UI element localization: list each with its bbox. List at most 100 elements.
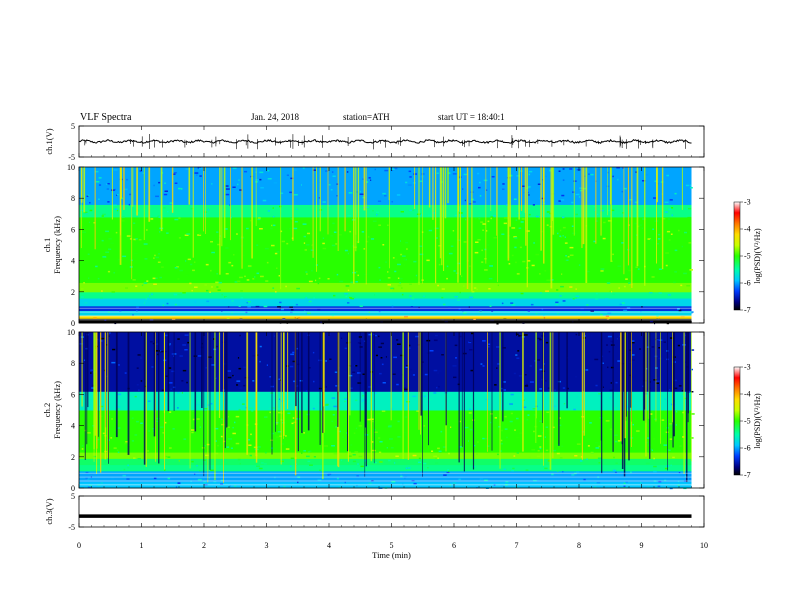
ch1-spectrogram-speckle — [664, 211, 668, 213]
ch2-spectrogram-speckle — [689, 478, 691, 480]
ch2-spectrogram-speckle — [394, 462, 396, 464]
ch1-spectrogram-speckle — [143, 282, 148, 284]
ch1-spectrogram-speckle — [612, 293, 616, 295]
ch1-spectrogram-speckle — [564, 242, 568, 244]
ch2-spectrogram-speckle — [79, 343, 84, 345]
ch1-spectrogram-speckle — [101, 239, 104, 242]
ch1-spectrogram-speckle — [332, 222, 335, 225]
ch1-spectrogram-speckle — [173, 293, 177, 296]
ch2-spectrogram-streak — [276, 332, 278, 425]
ch2-spectrogram-speckle — [412, 395, 417, 398]
ch1-spectrogram-speckle — [543, 175, 547, 178]
ch1-spectrogram-speckle — [423, 295, 425, 298]
ch1-spectrogram-speckle — [674, 271, 677, 273]
ch1-spectrogram-speckle — [428, 229, 433, 232]
ch1-spectrogram-speckle — [211, 183, 213, 185]
ch2-spectrogram-speckle — [584, 335, 586, 337]
ch2-spectrogram-speckle — [494, 417, 497, 419]
ch1-spectrogram-speckle — [353, 246, 357, 248]
ch1-spectrogram-speckle — [252, 278, 255, 280]
ch1-spectrogram-speckle — [365, 240, 369, 243]
ch2-spectrogram-speckle — [239, 462, 241, 465]
ch1-spectrogram-speckle — [511, 227, 516, 229]
ch2-spectrogram-speckle — [562, 471, 564, 473]
ch2-spectrogram-speckle — [171, 370, 175, 373]
ch2-spectrogram-speckle — [585, 369, 589, 371]
ch2-spectrogram-speckle — [469, 428, 473, 431]
ch1-spectrogram-speckle — [540, 292, 542, 294]
ch1-spectrogram-speckle — [511, 254, 514, 257]
ch1-spectrogram-speckle — [472, 201, 476, 203]
ch2-spectrogram-speckle — [249, 454, 252, 457]
ch1-spectrogram-speckle — [280, 308, 284, 311]
ch2-spectrogram-speckle — [678, 385, 682, 387]
ch2-spectrogram-speckle — [358, 455, 363, 458]
ch1-spectrogram-speckle — [285, 285, 287, 288]
ch1-spectrogram-speckle — [192, 269, 195, 272]
ch1-spectrogram-speckle — [566, 259, 569, 261]
ch1-spectrogram-streak — [251, 167, 253, 259]
ch2-spectrogram-speckle — [354, 451, 359, 453]
ch1-spectrogram-speckle — [641, 306, 643, 308]
ch2-spectrogram-speckle — [81, 445, 84, 447]
ch1-spectrogram-speckle — [303, 235, 306, 238]
ch1-spectrogram-colorbar-label: log(PSD)(V²/Hz) — [753, 228, 762, 284]
ch2-spectrogram-speckle — [512, 467, 515, 470]
ch2-spectrogram-speckle — [594, 482, 599, 484]
ch2-spectrogram-speckle — [283, 485, 286, 488]
ch1-spectrogram-speckle — [239, 276, 243, 279]
ch1-spectrogram-speckle — [530, 303, 534, 306]
ch1-spectrogram-speckle — [176, 266, 179, 268]
ch1-spectrogram-speckle — [642, 180, 646, 182]
ch2-spectrogram-speckle — [133, 457, 136, 459]
ch2-spectrogram-speckle — [285, 448, 290, 450]
ch1-spectrogram-speckle — [107, 183, 110, 185]
ch2-spectrogram-speckle — [537, 435, 542, 437]
ch1-spectrogram-speckle — [277, 306, 281, 308]
ch2-spectrogram-speckle — [594, 486, 597, 489]
ch2-spectrogram-streak — [104, 332, 106, 460]
ch2-spectrogram-streak — [458, 332, 460, 463]
ch2-spectrogram-speckle — [656, 382, 659, 384]
ch1-spectrogram-speckle — [303, 242, 306, 244]
ch2-spectrogram-speckle — [137, 458, 141, 460]
ch1-spectrogram-speckle — [612, 253, 614, 256]
ch1-spectrogram-streak — [552, 167, 553, 221]
ch1-spectrogram-speckle — [665, 252, 669, 254]
ch1-spectrogram-speckle — [458, 308, 461, 310]
ch1-spectrogram-speckle — [668, 208, 672, 211]
ch1-spectrogram-streak — [119, 167, 122, 265]
ch2-spectrogram-speckle — [357, 372, 361, 374]
ch1-spectrogram-speckle — [173, 172, 177, 174]
ch1-spectrogram-speckle — [211, 251, 215, 254]
ch2-spectrogram-streak — [626, 332, 627, 417]
ch1-spectrogram-speckle — [575, 192, 578, 195]
ch2-spectrogram-speckle — [238, 408, 241, 411]
ch2-spectrogram-speckle — [230, 447, 233, 449]
ch2-spectrogram-speckle — [238, 367, 242, 370]
ch1-spectrogram-speckle — [233, 254, 235, 256]
ch2-spectrogram-speckle — [595, 384, 598, 387]
x-tick-label: 9 — [640, 541, 644, 550]
ch1-spectrogram-streak — [432, 167, 434, 220]
ch2-spectrogram-speckle — [433, 339, 438, 342]
ch1-spectrogram-speckle — [214, 287, 219, 290]
ch2-spectrogram-speckle — [153, 477, 157, 480]
ch2-spectrogram-speckle — [528, 456, 531, 458]
ch1-spectrogram-speckle — [520, 221, 524, 223]
ch1-spectrogram-speckle — [539, 216, 541, 218]
ch1-spectrogram-speckle — [289, 306, 293, 308]
ch2-spectrogram-speckle — [442, 446, 447, 448]
ch2-spectrogram-streak — [255, 332, 258, 463]
ch1-spectrogram-speckle — [449, 258, 451, 261]
ch1-spectrogram-speckle — [145, 298, 147, 300]
ch1-spectrogram-speckle — [98, 177, 102, 179]
ch2-spectrogram-streak — [194, 332, 197, 432]
ch2-spectrogram-speckle — [175, 486, 178, 488]
ch1-spectrogram-speckle — [345, 295, 348, 298]
ch1-spectrogram-speckle — [400, 211, 404, 213]
ch1-spectrogram-speckle — [508, 263, 511, 265]
ch1-spectrogram-streak — [188, 167, 191, 205]
ch2-spectrogram-speckle — [266, 364, 268, 366]
ch1-spectrogram-speckle — [484, 269, 488, 271]
